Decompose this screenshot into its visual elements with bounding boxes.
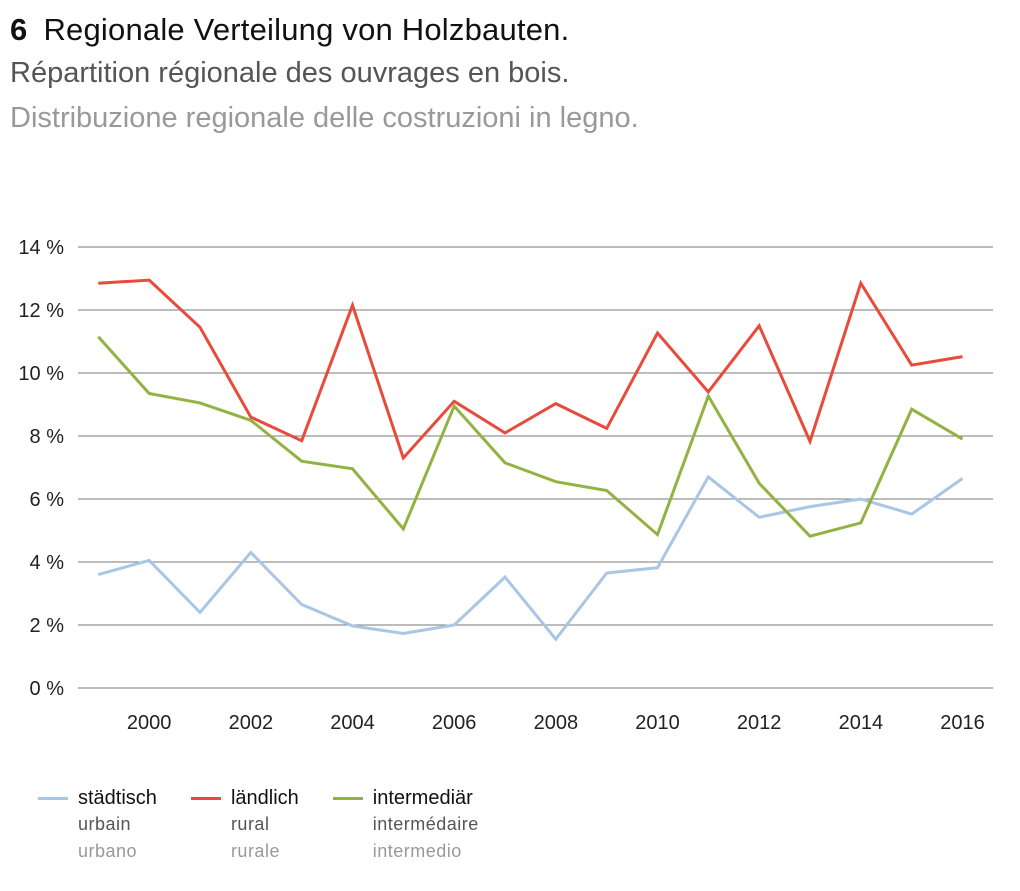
x-tick-label: 2012 bbox=[737, 712, 782, 734]
legend-label-it: intermedio bbox=[372, 841, 462, 861]
legend-item-urban: städtisch urbain urbano bbox=[38, 785, 157, 864]
x-tick-label: 2000 bbox=[127, 712, 172, 734]
title-it: Distribuzione regionale delle costruzion… bbox=[10, 102, 639, 134]
legend-label-it: rurale bbox=[230, 841, 280, 861]
y-tick-label: 10 % bbox=[18, 363, 64, 385]
y-tick-label: 14 % bbox=[18, 237, 64, 259]
legend-label-it: urbano bbox=[78, 841, 138, 861]
title-fr: Répartition régionale des ouvrages en bo… bbox=[10, 57, 570, 89]
legend-swatch-intermediate bbox=[332, 797, 363, 800]
x-tick-label: 2002 bbox=[229, 712, 274, 734]
figure-number: 6 bbox=[10, 12, 28, 47]
chart-header: 6 Regionale Verteilung von Holzbauten. Ré… bbox=[10, 10, 639, 140]
x-tick-label: 2008 bbox=[534, 712, 579, 734]
x-tick-label: 2016 bbox=[940, 712, 985, 734]
series-line-intermediate bbox=[97, 335, 964, 538]
legend-label-fr: urbain bbox=[78, 814, 132, 834]
x-tick-label: 2010 bbox=[635, 712, 680, 734]
series-line-urban bbox=[97, 474, 964, 642]
y-tick-label: 4 % bbox=[30, 552, 65, 574]
x-tick-label: 2004 bbox=[330, 712, 375, 734]
legend-label-de: intermediär bbox=[372, 787, 473, 809]
y-tick-label: 0 % bbox=[30, 678, 65, 700]
title-de: Regionale Verteilung von Holzbauten. bbox=[43, 12, 570, 47]
series-line-rural bbox=[98, 278, 963, 461]
legend-label-de: städtisch bbox=[78, 787, 157, 809]
y-tick-label: 6 % bbox=[30, 489, 65, 511]
legend-label-fr: intermédaire bbox=[372, 814, 479, 834]
line-chart: 0 % 2 % 4 % 6 % 8 % 10 % 12 % 14 % 2000 2002 2004 2… bbox=[18, 237, 993, 734]
x-tick-label: 2006 bbox=[432, 712, 477, 734]
legend-item-rural: ländlich rural rurale bbox=[190, 785, 299, 864]
legend-swatch-rural bbox=[190, 797, 221, 800]
y-tick-label: 12 % bbox=[18, 300, 64, 322]
legend-swatch-urban bbox=[38, 797, 68, 800]
title-de-line: 6 Regionale Verteilung von Holzbauten. bbox=[10, 10, 639, 50]
legend-item-intermediate: intermediär intermédaire intermedio bbox=[332, 785, 479, 864]
x-tick-label: 2014 bbox=[839, 712, 884, 734]
y-tick-label: 2 % bbox=[30, 615, 65, 637]
legend-label-fr: rural bbox=[230, 814, 270, 834]
legend-label-de: ländlich bbox=[230, 787, 299, 809]
legend: städtisch urbain urbano ländlich rural r… bbox=[38, 785, 479, 864]
y-tick-label: 8 % bbox=[30, 426, 65, 448]
